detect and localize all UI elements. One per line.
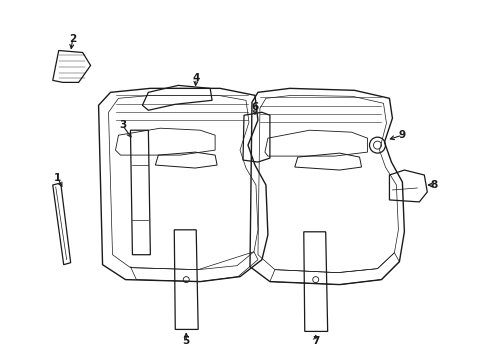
Text: 1: 1 bbox=[54, 173, 61, 183]
Text: 5: 5 bbox=[183, 336, 190, 346]
Text: 7: 7 bbox=[312, 336, 319, 346]
Text: 2: 2 bbox=[69, 33, 76, 44]
Text: 3: 3 bbox=[119, 120, 126, 130]
Text: 6: 6 bbox=[251, 102, 259, 112]
Text: 9: 9 bbox=[399, 130, 406, 140]
Text: 4: 4 bbox=[193, 73, 200, 84]
Text: 8: 8 bbox=[431, 180, 438, 190]
